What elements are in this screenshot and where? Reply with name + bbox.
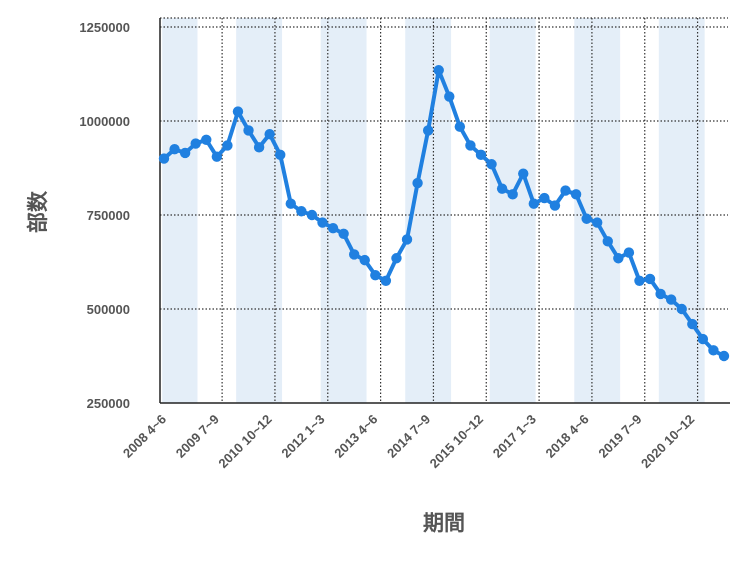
data-point bbox=[613, 253, 624, 264]
data-point bbox=[391, 253, 402, 264]
data-point bbox=[444, 91, 455, 102]
data-point bbox=[486, 159, 497, 170]
x-tick-label: 2013 4~6 bbox=[331, 412, 380, 461]
data-point bbox=[718, 350, 730, 362]
x-tick-label: 2017 1~3 bbox=[490, 412, 539, 461]
data-point bbox=[687, 318, 698, 330]
x-axis-title: 期間 bbox=[423, 511, 465, 535]
x-tick-label: 2015 10~12 bbox=[427, 412, 486, 471]
x-tick-label: 2020 10~12 bbox=[638, 412, 697, 471]
grid-lines bbox=[160, 17, 728, 403]
data-point bbox=[285, 198, 296, 209]
data-point bbox=[454, 121, 466, 132]
data-point bbox=[623, 247, 635, 258]
data-point bbox=[211, 151, 223, 162]
data-point bbox=[338, 228, 349, 239]
data-point bbox=[412, 177, 423, 189]
data-point bbox=[665, 294, 677, 305]
data-point bbox=[253, 142, 265, 153]
x-tick-label: 2010 10~12 bbox=[215, 412, 274, 471]
data-point bbox=[475, 149, 487, 161]
data-point bbox=[570, 189, 582, 200]
data-point bbox=[306, 209, 318, 221]
data-point bbox=[179, 147, 191, 159]
data-point bbox=[592, 217, 603, 228]
series-points bbox=[158, 65, 730, 362]
data-point bbox=[380, 275, 392, 286]
data-point bbox=[158, 153, 170, 164]
data-point bbox=[581, 213, 592, 224]
data-point bbox=[549, 200, 561, 211]
y-tick-labels: 250000 500000 750000 1000000 1250000 bbox=[79, 20, 130, 411]
y-tick-label: 250000 bbox=[87, 396, 130, 411]
data-point bbox=[264, 128, 275, 140]
data-point bbox=[317, 217, 328, 228]
data-point bbox=[676, 303, 687, 315]
data-point bbox=[232, 106, 244, 117]
data-point bbox=[348, 249, 360, 260]
data-point bbox=[507, 189, 518, 200]
data-point bbox=[708, 345, 719, 356]
data-point bbox=[697, 333, 709, 345]
data-point bbox=[433, 65, 444, 76]
data-point bbox=[465, 140, 476, 151]
y-tick-label: 1250000 bbox=[79, 20, 130, 35]
data-point bbox=[370, 269, 381, 281]
data-point bbox=[518, 168, 529, 179]
x-tick-label: 2009 7~9 bbox=[173, 412, 222, 461]
data-point bbox=[655, 288, 666, 300]
data-point bbox=[496, 183, 508, 194]
y-tick-label: 500000 bbox=[87, 302, 130, 317]
x-tick-label: 2012 1~3 bbox=[278, 412, 327, 461]
year-band bbox=[489, 18, 536, 403]
x-tick-label: 2014 7~9 bbox=[384, 412, 433, 461]
x-tick-label: 2019 7~9 bbox=[595, 412, 644, 461]
data-point bbox=[602, 236, 613, 247]
axes bbox=[159, 18, 730, 404]
y-tick-label: 1000000 bbox=[79, 114, 130, 129]
x-tick-label: 2008 4~6 bbox=[120, 412, 169, 461]
data-point bbox=[190, 138, 201, 149]
data-point bbox=[644, 273, 656, 285]
data-point bbox=[222, 140, 233, 151]
data-point bbox=[275, 149, 286, 161]
data-point bbox=[634, 275, 645, 286]
data-point bbox=[528, 198, 540, 209]
y-axis-title: 部数 bbox=[26, 190, 50, 233]
data-point bbox=[243, 125, 254, 136]
y-tick-label: 750000 bbox=[87, 208, 130, 223]
data-point bbox=[560, 185, 571, 196]
data-point bbox=[539, 192, 550, 204]
data-point bbox=[422, 125, 434, 136]
data-point bbox=[169, 144, 180, 155]
data-point bbox=[296, 206, 307, 217]
year-band bbox=[162, 18, 198, 403]
data-point bbox=[401, 234, 413, 245]
data-point bbox=[327, 222, 339, 234]
data-point bbox=[359, 254, 370, 266]
x-tick-label: 2018 4~6 bbox=[543, 412, 592, 461]
data-point bbox=[201, 134, 212, 145]
